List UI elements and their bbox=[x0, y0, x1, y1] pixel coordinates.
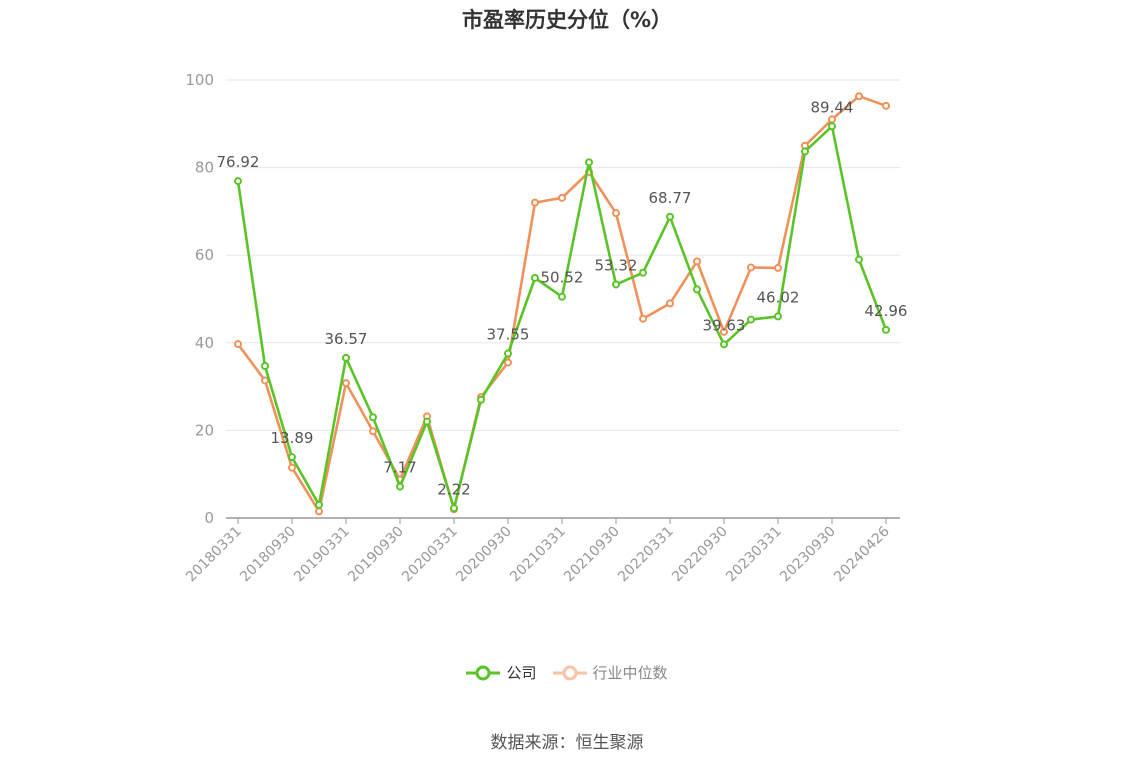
data-point bbox=[612, 209, 620, 218]
data-label: 2.22 bbox=[437, 480, 470, 498]
legend-item-company[interactable]: 公司 bbox=[466, 662, 537, 683]
data-point bbox=[261, 376, 269, 385]
x-tick-label: 20210331 bbox=[507, 524, 569, 586]
x-tick-label: 20200331 bbox=[399, 524, 461, 586]
x-tick-label: 20180331 bbox=[183, 524, 245, 586]
x-tick-label: 20230331 bbox=[723, 524, 785, 586]
data-point bbox=[855, 92, 863, 101]
data-point bbox=[693, 257, 701, 266]
data-label: 36.57 bbox=[325, 330, 368, 348]
y-tick-label: 20 bbox=[195, 421, 214, 439]
data-point bbox=[423, 417, 431, 426]
data-point bbox=[639, 314, 647, 323]
data-point bbox=[720, 327, 728, 336]
data-label: 37.55 bbox=[487, 326, 530, 344]
legend-industry-label: 行业中位数 bbox=[592, 664, 668, 682]
data-point bbox=[477, 395, 485, 404]
data-point bbox=[315, 500, 323, 509]
data-point bbox=[261, 362, 269, 371]
y-tick-label: 80 bbox=[195, 159, 214, 177]
data-point bbox=[828, 115, 836, 124]
series-group bbox=[234, 92, 890, 516]
data-label: 39.63 bbox=[703, 316, 746, 334]
data-label: 46.02 bbox=[757, 288, 800, 306]
series-line-company bbox=[236, 125, 888, 510]
data-point bbox=[342, 353, 350, 362]
data-point bbox=[531, 198, 539, 207]
y-tick-label: 0 bbox=[204, 509, 214, 527]
series-company bbox=[234, 122, 890, 513]
grid-lines bbox=[226, 79, 900, 431]
data-label: 42.96 bbox=[865, 302, 908, 320]
x-tick-label: 20200930 bbox=[453, 524, 515, 586]
data-point bbox=[288, 463, 296, 472]
data-point bbox=[612, 280, 620, 289]
data-point bbox=[720, 340, 728, 349]
data-label: 7.17 bbox=[383, 459, 416, 477]
data-point bbox=[585, 158, 593, 167]
data-point bbox=[558, 193, 566, 202]
data-point bbox=[234, 340, 242, 349]
data-point bbox=[558, 292, 566, 301]
x-tick-label: 20190930 bbox=[345, 524, 407, 586]
x-tick-label: 20210930 bbox=[561, 524, 623, 586]
data-point bbox=[882, 101, 890, 110]
data-label: 76.92 bbox=[217, 153, 260, 171]
x-tick-label: 20220930 bbox=[669, 524, 731, 586]
legend-company-swatch bbox=[466, 665, 501, 680]
x-tick-label: 20180930 bbox=[237, 524, 299, 586]
data-point bbox=[828, 122, 836, 131]
legend-industry-swatch bbox=[552, 665, 587, 680]
data-point bbox=[369, 427, 377, 436]
y-tick-label: 60 bbox=[195, 246, 214, 264]
data-point bbox=[747, 315, 755, 324]
data-point bbox=[693, 285, 701, 294]
data-point bbox=[288, 453, 296, 462]
y-tick-label: 100 bbox=[185, 71, 214, 89]
y-tick-label: 40 bbox=[195, 334, 214, 352]
data-point bbox=[882, 325, 890, 334]
data-point bbox=[234, 177, 242, 186]
data-point bbox=[369, 413, 377, 422]
data-source: 数据来源：恒生聚源 bbox=[490, 733, 644, 753]
data-point bbox=[450, 504, 458, 513]
data-point bbox=[531, 273, 539, 282]
data-point bbox=[666, 299, 674, 308]
chart-title: 市盈率历史分位（%） bbox=[461, 8, 673, 32]
data-labels: 76.92 13.89 36.57 7.17 2.22 37.55 50.52 53.32 68… bbox=[217, 98, 908, 498]
legend: 公司 行业中位数 bbox=[0, 662, 1134, 683]
data-label: 13.89 bbox=[271, 429, 314, 447]
data-label: 68.77 bbox=[649, 189, 692, 207]
x-tick-label: 20190331 bbox=[291, 524, 353, 586]
legend-item-industry[interactable]: 行业中位数 bbox=[552, 662, 668, 683]
x-tick-label: 20230930 bbox=[777, 524, 839, 586]
data-point bbox=[666, 212, 674, 221]
data-point bbox=[639, 268, 647, 277]
data-point bbox=[396, 482, 404, 491]
data-point bbox=[774, 312, 782, 321]
data-point bbox=[504, 358, 512, 367]
data-point bbox=[342, 379, 350, 388]
data-point bbox=[504, 349, 512, 358]
axes: 0 20 40 60 80 100 2018033120180930201903312019… bbox=[183, 71, 900, 585]
legend-company-label: 公司 bbox=[506, 664, 537, 682]
data-label: 53.32 bbox=[595, 256, 638, 274]
data-label: 89.44 bbox=[811, 98, 854, 116]
x-tick-label: 20220331 bbox=[615, 524, 677, 586]
data-point bbox=[315, 507, 323, 516]
data-point bbox=[801, 147, 809, 156]
x-tick-label: 20240426 bbox=[831, 523, 893, 585]
data-point bbox=[774, 263, 782, 272]
data-point bbox=[747, 263, 755, 272]
data-point bbox=[855, 255, 863, 264]
data-label: 50.52 bbox=[541, 269, 584, 287]
